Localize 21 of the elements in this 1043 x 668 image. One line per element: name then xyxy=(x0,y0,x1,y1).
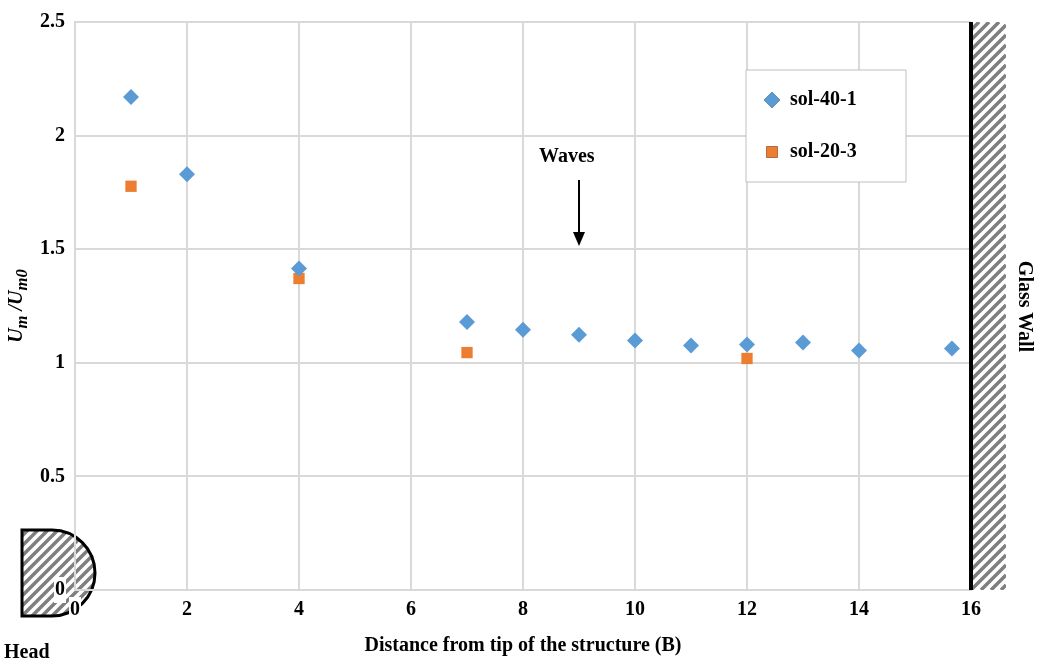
x-tick-label: 2 xyxy=(182,597,192,620)
x-tick-label: 0 xyxy=(70,597,80,620)
legend-label: sol-40-1 xyxy=(790,87,857,110)
x-tick-label: 16 xyxy=(961,597,981,620)
annotation: Waves xyxy=(539,144,595,167)
y-tick-label: 0 xyxy=(55,577,65,600)
y-tick-label: 2.5 xyxy=(40,9,65,32)
x-tick-label: 4 xyxy=(294,597,304,620)
x-tick-label: 8 xyxy=(518,597,528,620)
x-tick-label: 6 xyxy=(406,597,416,620)
y-tick-label: 2 xyxy=(55,122,65,145)
y-tick-label: 0.5 xyxy=(40,463,65,486)
text: Glass Wall xyxy=(1013,260,1037,352)
y-tick-label: 1 xyxy=(55,349,65,372)
x-tick-label: 12 xyxy=(737,597,757,620)
x-tick-label: 14 xyxy=(849,597,869,620)
x-tick-label: 10 xyxy=(625,597,645,620)
y-tick-label: 1.5 xyxy=(40,236,65,259)
text: Head xyxy=(4,640,50,663)
legend-label: sol-20-3 xyxy=(790,139,857,162)
x-axis-title: Distance from tip of the structure (B) xyxy=(364,633,682,657)
